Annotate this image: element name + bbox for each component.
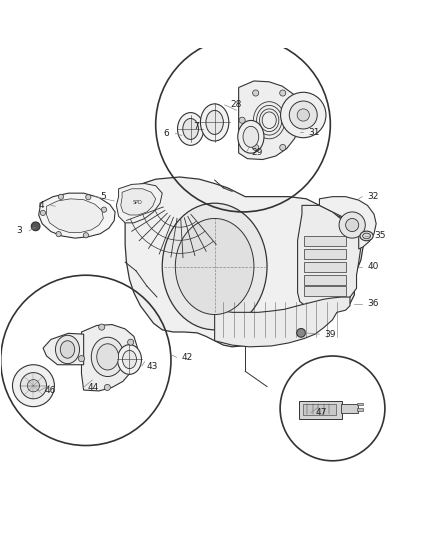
Circle shape	[31, 222, 40, 231]
Circle shape	[78, 356, 85, 362]
FancyBboxPatch shape	[304, 262, 346, 272]
Text: 40: 40	[367, 262, 379, 271]
Ellipse shape	[123, 350, 137, 369]
FancyBboxPatch shape	[357, 408, 363, 410]
Circle shape	[280, 90, 286, 96]
Polygon shape	[239, 81, 302, 159]
Circle shape	[83, 232, 88, 238]
Text: SPD: SPD	[132, 200, 142, 205]
Circle shape	[297, 328, 305, 337]
Circle shape	[281, 92, 326, 138]
Ellipse shape	[243, 126, 259, 147]
Text: 4: 4	[39, 201, 44, 210]
Text: 3: 3	[17, 226, 22, 235]
Ellipse shape	[162, 203, 267, 330]
Circle shape	[99, 324, 105, 330]
Circle shape	[102, 207, 107, 212]
Polygon shape	[125, 177, 363, 347]
Polygon shape	[43, 333, 84, 365]
Circle shape	[40, 211, 46, 215]
Ellipse shape	[91, 337, 124, 376]
Circle shape	[86, 195, 91, 200]
Circle shape	[12, 365, 54, 407]
Ellipse shape	[97, 344, 119, 370]
Polygon shape	[215, 297, 350, 347]
Ellipse shape	[117, 345, 141, 374]
Circle shape	[289, 101, 317, 129]
Polygon shape	[121, 189, 155, 215]
Text: 35: 35	[374, 231, 385, 240]
Text: 31: 31	[308, 127, 320, 136]
FancyBboxPatch shape	[304, 236, 346, 246]
Text: 44: 44	[88, 383, 99, 392]
Text: 42: 42	[182, 353, 193, 362]
Circle shape	[280, 144, 286, 150]
Polygon shape	[117, 183, 162, 223]
Text: 5: 5	[100, 192, 106, 201]
Circle shape	[297, 109, 309, 121]
FancyBboxPatch shape	[304, 275, 346, 285]
FancyBboxPatch shape	[299, 400, 342, 419]
Polygon shape	[297, 205, 361, 308]
Circle shape	[56, 231, 61, 237]
Ellipse shape	[206, 110, 223, 134]
Text: 46: 46	[44, 386, 56, 395]
Text: 29: 29	[252, 148, 263, 157]
Text: 28: 28	[230, 100, 241, 109]
Circle shape	[253, 90, 259, 96]
Circle shape	[104, 384, 110, 391]
Ellipse shape	[360, 231, 373, 241]
Polygon shape	[319, 197, 376, 249]
FancyBboxPatch shape	[304, 286, 346, 296]
Polygon shape	[81, 325, 138, 391]
Ellipse shape	[183, 118, 198, 140]
Text: 32: 32	[367, 192, 379, 201]
FancyBboxPatch shape	[357, 403, 363, 405]
Ellipse shape	[238, 120, 264, 153]
Circle shape	[27, 379, 39, 392]
Text: 6: 6	[163, 129, 169, 138]
Text: 43: 43	[147, 361, 158, 370]
Ellipse shape	[201, 104, 229, 141]
Ellipse shape	[177, 112, 204, 146]
Ellipse shape	[56, 335, 80, 364]
Ellipse shape	[60, 341, 75, 358]
Text: 36: 36	[367, 299, 379, 308]
Polygon shape	[39, 193, 115, 238]
Circle shape	[239, 117, 245, 123]
Polygon shape	[46, 199, 103, 232]
FancyBboxPatch shape	[304, 249, 346, 259]
Ellipse shape	[339, 212, 365, 238]
Ellipse shape	[346, 219, 359, 231]
FancyBboxPatch shape	[341, 403, 358, 413]
Text: 7: 7	[194, 122, 199, 131]
Ellipse shape	[363, 233, 371, 239]
Circle shape	[20, 373, 46, 399]
Circle shape	[58, 194, 64, 199]
Text: 39: 39	[325, 330, 336, 338]
Ellipse shape	[175, 219, 254, 314]
Circle shape	[253, 144, 259, 150]
Text: 47: 47	[316, 408, 327, 417]
Circle shape	[293, 117, 299, 123]
Circle shape	[127, 339, 134, 345]
FancyBboxPatch shape	[303, 404, 336, 415]
